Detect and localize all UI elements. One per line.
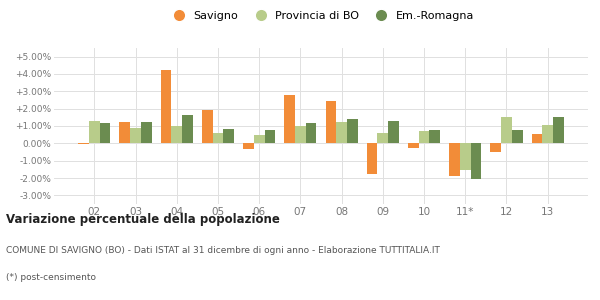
Bar — [295, 126, 306, 143]
Bar — [470, 143, 481, 179]
Bar — [119, 122, 130, 143]
Text: COMUNE DI SAVIGNO (BO) - Dati ISTAT al 31 dicembre di ogni anno - Elaborazione T: COMUNE DI SAVIGNO (BO) - Dati ISTAT al 3… — [6, 246, 440, 255]
Bar — [89, 121, 100, 143]
Bar — [202, 110, 212, 143]
Text: Variazione percentuale della popolazione: Variazione percentuale della popolazione — [6, 213, 280, 226]
Bar — [182, 115, 193, 143]
Bar — [542, 125, 553, 143]
Bar — [326, 101, 336, 143]
Bar — [512, 130, 523, 143]
Bar — [377, 133, 388, 143]
Bar — [130, 128, 141, 143]
Bar — [254, 135, 265, 143]
Bar — [141, 122, 152, 143]
Bar — [449, 143, 460, 176]
Bar — [336, 122, 347, 143]
Bar — [553, 117, 564, 143]
Bar — [306, 122, 316, 143]
Bar — [532, 134, 542, 143]
Bar — [419, 131, 430, 143]
Bar — [172, 126, 182, 143]
Bar — [460, 143, 470, 170]
Bar — [430, 130, 440, 143]
Text: (*) post-censimento: (*) post-censimento — [6, 273, 96, 282]
Bar — [501, 117, 512, 143]
Bar — [265, 130, 275, 143]
Bar — [347, 119, 358, 143]
Bar — [78, 143, 89, 144]
Bar — [284, 95, 295, 143]
Bar — [408, 143, 419, 148]
Bar — [223, 130, 234, 143]
Bar — [490, 143, 501, 152]
Bar — [243, 143, 254, 148]
Bar — [212, 133, 223, 143]
Bar — [388, 121, 399, 143]
Legend: Savigno, Provincia di BO, Em.-Romagna: Savigno, Provincia di BO, Em.-Romagna — [164, 7, 478, 26]
Bar — [367, 143, 377, 174]
Bar — [100, 123, 110, 143]
Bar — [161, 70, 172, 143]
